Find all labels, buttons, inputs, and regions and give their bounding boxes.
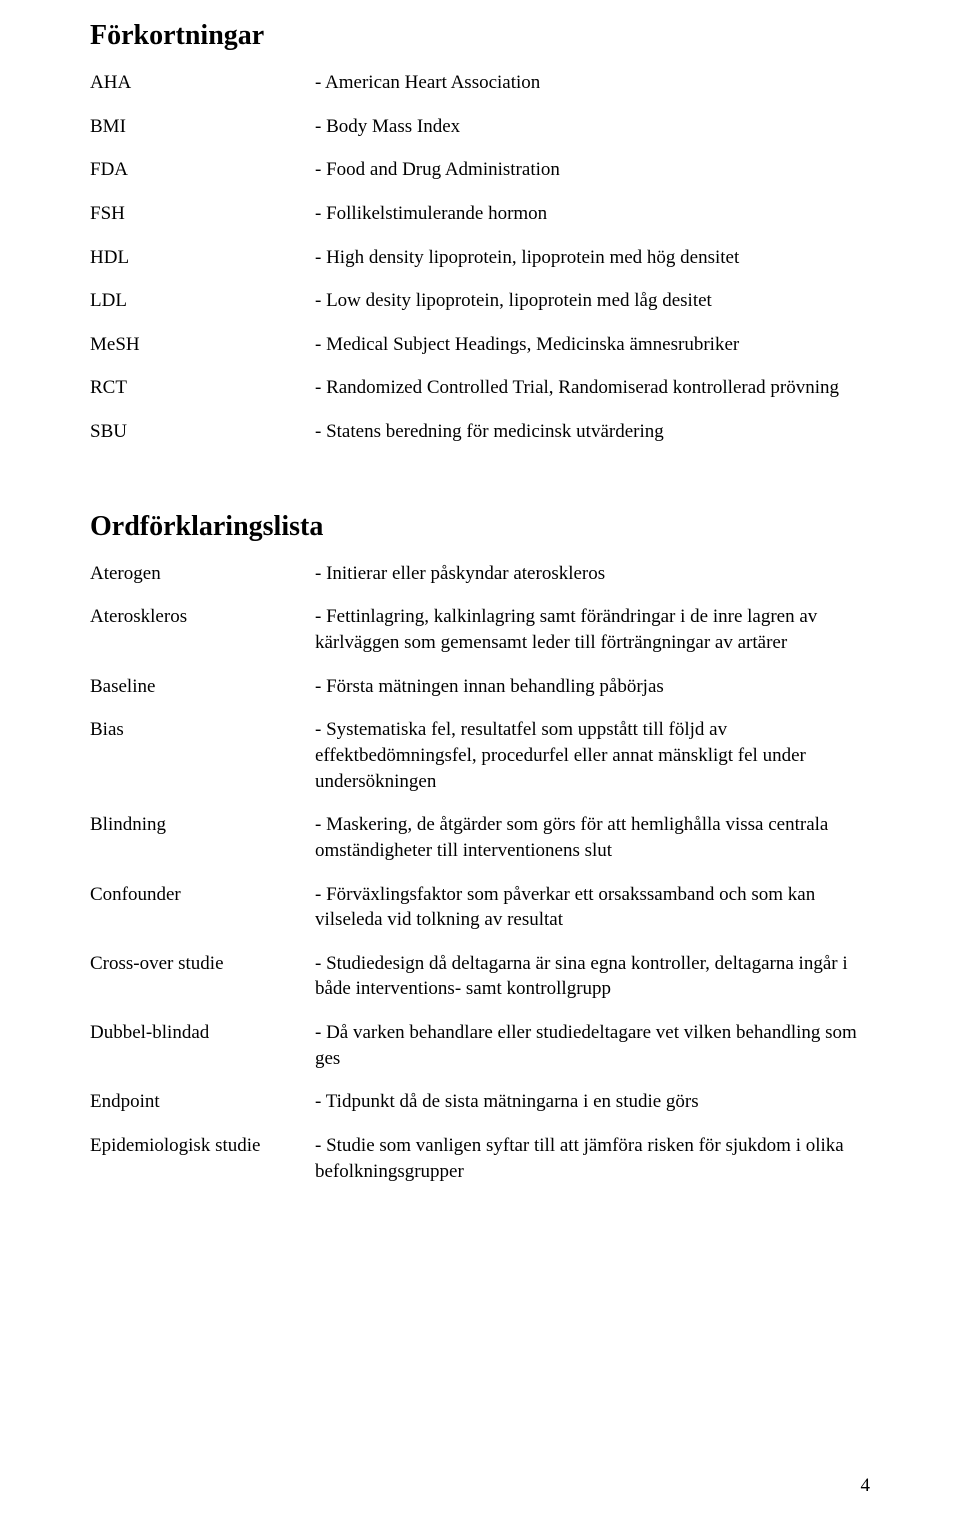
term: Blindning bbox=[90, 812, 315, 881]
definition: - Studiedesign då deltagarna är sina egn… bbox=[315, 951, 870, 1020]
term: SBU bbox=[90, 419, 315, 463]
list-item: Ateroskleros - Fettinlagring, kalkinlagr… bbox=[90, 604, 870, 673]
definition: - Tidpunkt då de sista mätningarna i en … bbox=[315, 1089, 870, 1133]
term: HDL bbox=[90, 245, 315, 289]
term: Aterogen bbox=[90, 561, 315, 605]
list-item: Aterogen - Initierar eller påskyndar ate… bbox=[90, 561, 870, 605]
term: Bias bbox=[90, 717, 315, 812]
definition: - Maskering, de åtgärder som görs för at… bbox=[315, 812, 870, 881]
list-item: Bias - Systematiska fel, resultatfel som… bbox=[90, 717, 870, 812]
term: Baseline bbox=[90, 674, 315, 718]
list-item: HDL - High density lipoprotein, lipoprot… bbox=[90, 245, 870, 289]
list-item: AHA - American Heart Association bbox=[90, 70, 870, 114]
term: FSH bbox=[90, 201, 315, 245]
definition: - Initierar eller påskyndar ateroskleros bbox=[315, 561, 870, 605]
definition: - Fettinlagring, kalkinlagring samt förä… bbox=[315, 604, 870, 673]
term: FDA bbox=[90, 157, 315, 201]
term: Confounder bbox=[90, 882, 315, 951]
abbreviations-list: AHA - American Heart Association BMI - B… bbox=[90, 70, 870, 463]
abbreviations-heading: Förkortningar bbox=[90, 20, 870, 52]
list-item: Confounder - Förväxlingsfaktor som påver… bbox=[90, 882, 870, 951]
definition: - Systematiska fel, resultatfel som upps… bbox=[315, 717, 870, 812]
definition: - Randomized Controlled Trial, Randomise… bbox=[315, 375, 870, 419]
definition: - Low desity lipoprotein, lipoprotein me… bbox=[315, 288, 870, 332]
definition: - Body Mass Index bbox=[315, 114, 870, 158]
term: Cross-over studie bbox=[90, 951, 315, 1020]
definition: - Food and Drug Administration bbox=[315, 157, 870, 201]
term: LDL bbox=[90, 288, 315, 332]
term: MeSH bbox=[90, 332, 315, 376]
list-item: LDL - Low desity lipoprotein, lipoprotei… bbox=[90, 288, 870, 332]
list-item: Dubbel-blindad - Då varken behandlare el… bbox=[90, 1020, 870, 1089]
term: Epidemiologisk studie bbox=[90, 1133, 315, 1202]
list-item: BMI - Body Mass Index bbox=[90, 114, 870, 158]
term: Endpoint bbox=[90, 1089, 315, 1133]
definition: - Första mätningen innan behandling påbö… bbox=[315, 674, 870, 718]
definition: - Medical Subject Headings, Medicinska ä… bbox=[315, 332, 870, 376]
list-item: Baseline - Första mätningen innan behand… bbox=[90, 674, 870, 718]
term: Dubbel-blindad bbox=[90, 1020, 315, 1089]
list-item: FSH - Follikelstimulerande hormon bbox=[90, 201, 870, 245]
term: BMI bbox=[90, 114, 315, 158]
document-page: Förkortningar AHA - American Heart Assoc… bbox=[0, 0, 960, 1515]
list-item: RCT - Randomized Controlled Trial, Rando… bbox=[90, 375, 870, 419]
list-item: FDA - Food and Drug Administration bbox=[90, 157, 870, 201]
term: AHA bbox=[90, 70, 315, 114]
term: RCT bbox=[90, 375, 315, 419]
definition: - Förväxlingsfaktor som påverkar ett ors… bbox=[315, 882, 870, 951]
page-number: 4 bbox=[861, 1475, 871, 1497]
list-item: Cross-over studie - Studiedesign då delt… bbox=[90, 951, 870, 1020]
definition: - Studie som vanligen syftar till att jä… bbox=[315, 1133, 870, 1202]
definition: - High density lipoprotein, lipoprotein … bbox=[315, 245, 870, 289]
list-item: Epidemiologisk studie - Studie som vanli… bbox=[90, 1133, 870, 1202]
term: Ateroskleros bbox=[90, 604, 315, 673]
list-item: Endpoint - Tidpunkt då de sista mätninga… bbox=[90, 1089, 870, 1133]
definition: - American Heart Association bbox=[315, 70, 870, 114]
glossary-heading: Ordförklaringslista bbox=[90, 511, 870, 543]
definition: - Statens beredning för medicinsk utvärd… bbox=[315, 419, 870, 463]
glossary-list: Aterogen - Initierar eller påskyndar ate… bbox=[90, 561, 870, 1203]
list-item: Blindning - Maskering, de åtgärder som g… bbox=[90, 812, 870, 881]
list-item: MeSH - Medical Subject Headings, Medicin… bbox=[90, 332, 870, 376]
definition: - Follikelstimulerande hormon bbox=[315, 201, 870, 245]
list-item: SBU - Statens beredning för medicinsk ut… bbox=[90, 419, 870, 463]
definition: - Då varken behandlare eller studiedelta… bbox=[315, 1020, 870, 1089]
